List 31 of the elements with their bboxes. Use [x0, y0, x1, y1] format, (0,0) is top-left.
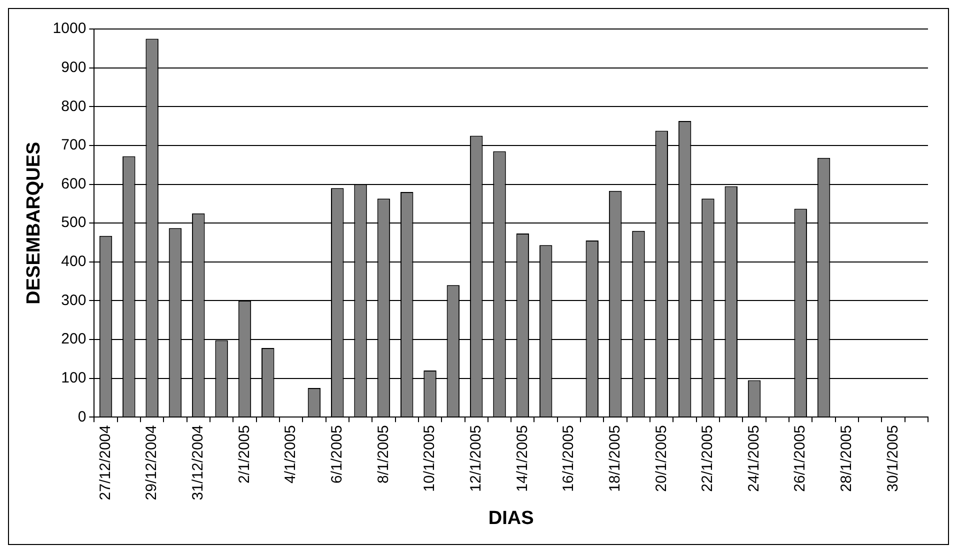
x-tick-label: 28/1/2005	[838, 425, 856, 492]
x-tick-label: 30/1/2005	[884, 425, 902, 492]
x-tick-label: 22/1/2005	[699, 425, 716, 492]
y-tick-label: 1000	[52, 20, 86, 38]
y-tick-label: 700	[61, 136, 86, 154]
x-tick-label: 6/1/2005	[328, 425, 346, 484]
x-tick-label: 12/1/2005	[467, 425, 484, 492]
y-tick-label: 100	[61, 369, 86, 386]
x-tick-label: 26/1/2005	[792, 425, 809, 492]
x-tick-label: 31/12/2004	[190, 425, 207, 500]
x-tick-label: 16/1/2005	[560, 425, 578, 492]
x-tick-label: 18/1/2005	[606, 425, 624, 492]
x-tick-label: 4/1/2005	[282, 425, 300, 484]
y-tick-label: 300	[61, 292, 86, 309]
x-axis-title: DIAS	[488, 508, 534, 529]
x-tick-label: 24/1/2005	[745, 425, 762, 492]
x-tick-label: 27/12/2004	[96, 425, 114, 500]
y-tick-label: 500	[61, 214, 86, 232]
x-tick-label: 2/1/2005	[236, 425, 253, 484]
x-tick-label: 29/12/2004	[143, 425, 160, 500]
y-tick-label: 800	[61, 98, 86, 115]
y-tick-label: 200	[61, 330, 86, 348]
x-tick-label: 20/1/2005	[652, 425, 670, 492]
y-tick-label: 0	[78, 408, 86, 426]
y-axis-title: DESEMBARQUES	[24, 142, 45, 304]
x-tick-label: 8/1/2005	[374, 425, 392, 484]
x-tick-label: 10/1/2005	[421, 425, 438, 492]
x-tick-label: 14/1/2005	[514, 425, 531, 492]
y-tick-label: 900	[61, 58, 86, 76]
y-tick-label: 600	[61, 175, 86, 192]
y-tick-label: 400	[61, 253, 86, 270]
